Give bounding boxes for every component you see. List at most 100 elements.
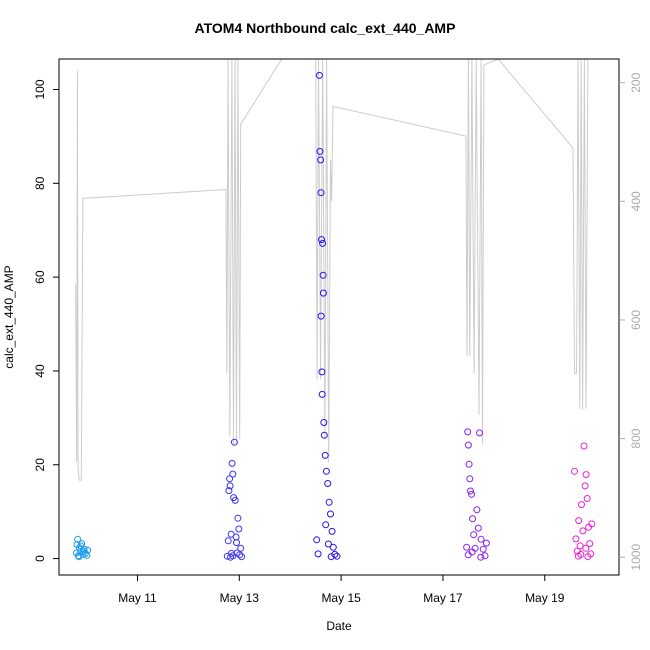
data-point [322,521,330,529]
data-point [237,544,245,552]
data-point [317,156,325,164]
x-tick-label: May 15 [321,591,361,605]
data-point [324,480,332,487]
data-point [463,543,471,551]
data-point [584,553,592,561]
data-point [315,71,323,79]
data-point [482,539,490,547]
data-point [232,533,240,541]
data-point [465,460,473,468]
right-tick-label: 1000 [629,544,643,571]
data-point [468,490,476,498]
data-point [578,501,585,509]
data-point [467,487,474,495]
data-point [226,482,234,490]
data-point [318,236,325,244]
data-point [468,548,476,556]
data-point [238,553,246,561]
data-point [319,271,327,279]
axes-layer: May 11 May 13 May 15 May 17 May 19 0 20 40 60 80 1… [33,72,643,605]
data-point [84,546,92,554]
y-tick-label: 60 [33,270,47,284]
data-point [231,496,239,504]
right-tick-label: 200 [629,72,643,92]
y-tick-label: 80 [33,176,47,190]
data-point [473,506,481,514]
data-point [476,429,483,437]
data-point [580,442,588,450]
data-point [464,441,472,449]
data-point [579,527,587,535]
data-point [229,470,237,478]
y-tick-label: 100 [33,79,47,99]
data-point [233,539,240,547]
right-tick-label: 600 [629,310,643,330]
data-point [328,527,336,535]
data-point [227,553,234,561]
data-point [470,531,478,539]
right-tick-label: 800 [629,428,643,448]
data-point [477,535,485,543]
data-point [320,431,328,439]
data-point [320,419,328,426]
data-point [316,147,324,155]
data-point [575,517,583,525]
data-point [322,467,330,475]
x-tick-label: May 17 [423,591,463,605]
data-point [74,535,82,543]
data-point [588,520,596,528]
data-point [83,551,91,559]
data-point [469,515,477,523]
data-point [228,549,235,557]
x-tick-label: May 13 [220,591,260,605]
data-point [234,514,242,522]
data-point [477,553,485,561]
data-point [582,471,590,479]
x-tick-label: May 11 [118,591,157,605]
data-point [474,524,482,532]
data-point [79,547,87,555]
data-point [226,475,234,483]
data-point [571,467,578,475]
data-point [318,368,326,376]
right-tick-label: 400 [629,191,643,211]
y-tick-label: 20 [33,458,47,472]
data-point [327,553,335,561]
data-point [331,550,339,558]
data-point [73,541,81,548]
data-point [313,536,321,544]
data-point [230,438,238,446]
data-point [318,390,326,398]
plot-frame [58,58,620,576]
data-point [319,239,327,247]
right-axis-line-layer [75,59,589,481]
data-point [583,495,591,502]
data-point [321,451,329,459]
x-tick-label: May 19 [525,591,565,605]
data-point [319,289,327,297]
data-point [582,544,590,552]
y-tick-label: 40 [33,364,47,378]
y-tick-label: 0 [33,555,47,562]
points-layer [72,71,596,561]
data-point [314,550,322,558]
data-point [225,487,233,495]
right-axis-series-line [75,59,589,481]
data-point [325,498,333,506]
data-point [479,545,487,553]
data-point [235,525,243,533]
chart-title: ATOM4 Northbound calc_ext_440_AMP [194,20,456,36]
data-point [236,551,244,559]
data-point [224,537,232,545]
data-point [329,543,337,551]
data-point [228,459,236,467]
data-point [581,482,589,490]
data-point [327,510,334,518]
data-point [576,542,584,550]
data-point [577,550,585,558]
data-point [317,189,325,197]
data-point [572,535,580,543]
data-point [586,540,594,548]
data-point [75,553,83,561]
